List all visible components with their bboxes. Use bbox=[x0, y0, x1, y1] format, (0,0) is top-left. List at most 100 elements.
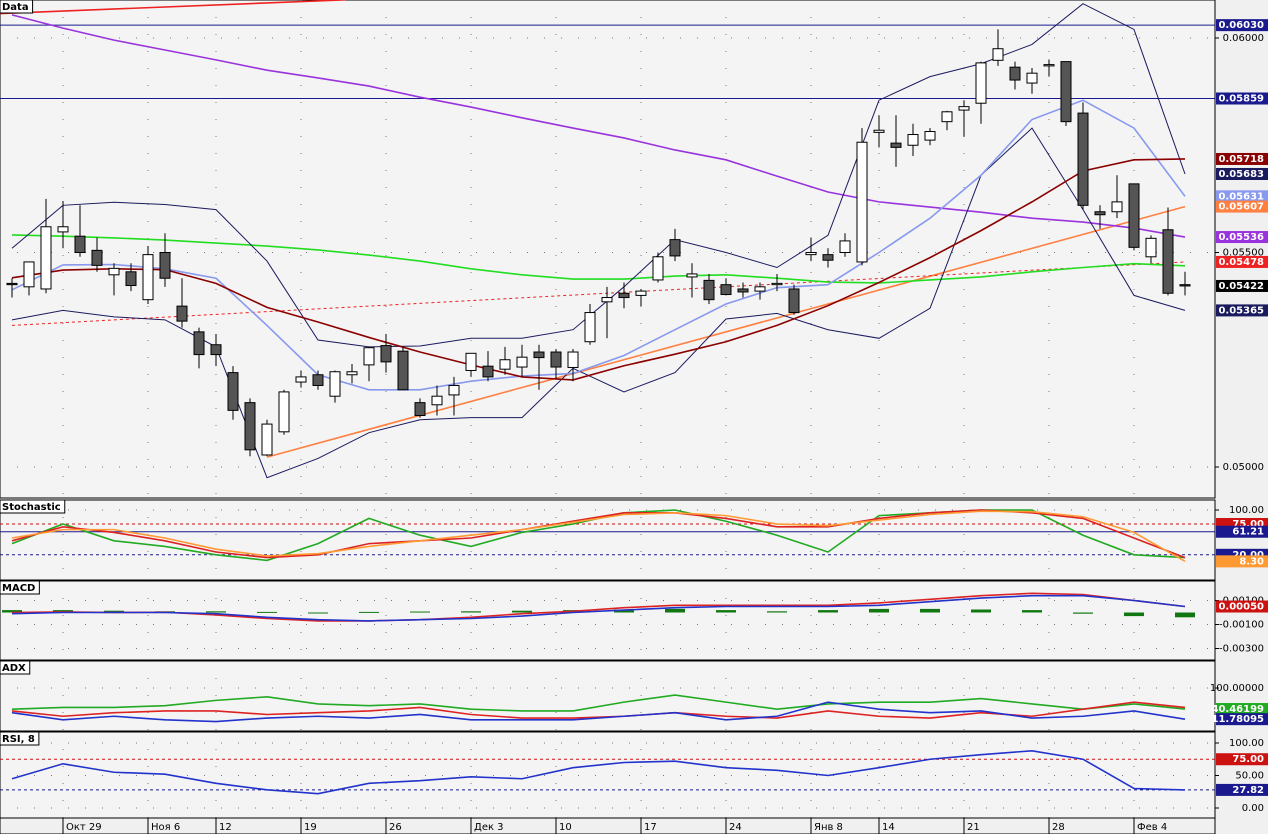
candle-body bbox=[193, 331, 205, 356]
y-tick-label: 50.00 bbox=[1235, 770, 1264, 781]
candle-body bbox=[227, 372, 239, 411]
x-tick-label: 26 bbox=[389, 822, 402, 833]
histogram-bar bbox=[359, 611, 379, 613]
candle-body bbox=[533, 351, 545, 359]
price-marker-label: 0.05422 bbox=[1218, 281, 1264, 292]
candle-body bbox=[975, 62, 987, 104]
x-tick-label: 28 bbox=[1052, 822, 1065, 833]
panel-title: RSI, 8 bbox=[2, 734, 35, 745]
histogram-bar bbox=[410, 611, 430, 613]
series-line bbox=[11, 14, 1186, 238]
candle-body bbox=[108, 267, 120, 276]
histogram-bar bbox=[665, 608, 685, 613]
price-marker bbox=[1216, 152, 1268, 165]
x-tick-label: Ноя 6 bbox=[151, 822, 180, 833]
price-marker bbox=[1216, 19, 1268, 32]
price-marker-label: 0.05683 bbox=[1218, 169, 1264, 180]
candle-body bbox=[414, 402, 426, 417]
price-marker-label: 61.21 bbox=[1232, 527, 1264, 538]
price-marker-label: 75.00 bbox=[1232, 754, 1264, 765]
x-tick-label: Янв 8 bbox=[814, 822, 843, 833]
candle-body bbox=[1060, 61, 1072, 123]
candle-body bbox=[856, 141, 868, 263]
y-tick-label: 0.05500 bbox=[1223, 247, 1264, 258]
candle-body bbox=[958, 106, 970, 111]
candle-body bbox=[329, 371, 341, 397]
x-tick-label: Фев 4 bbox=[1137, 822, 1167, 833]
price-marker-label: 0.00050 bbox=[1218, 602, 1264, 613]
price-marker-label: 0.05607 bbox=[1218, 202, 1264, 213]
price-marker bbox=[1216, 753, 1268, 766]
y-tick-label: -0.00100 bbox=[1219, 620, 1264, 631]
price-marker bbox=[1216, 600, 1268, 613]
candle-body bbox=[40, 226, 52, 290]
candle-body bbox=[754, 286, 766, 292]
price-marker bbox=[1216, 92, 1268, 105]
price-marker bbox=[1216, 713, 1268, 726]
candle-body bbox=[992, 48, 1004, 61]
candle-body bbox=[363, 347, 375, 366]
candle-body bbox=[601, 297, 613, 303]
panel bbox=[0, 660, 1216, 732]
candle-body bbox=[805, 251, 817, 256]
price-marker-label: 27.82 bbox=[1232, 785, 1264, 796]
histogram-bar bbox=[614, 609, 634, 613]
candle-body bbox=[6, 282, 18, 286]
panel-title-box bbox=[0, 0, 34, 14]
x-tick-label: 17 bbox=[644, 822, 657, 833]
histogram-bar bbox=[818, 610, 838, 613]
x-tick-label: 19 bbox=[304, 822, 317, 833]
x-tick-label: Дек 3 bbox=[474, 822, 504, 833]
candle-body bbox=[448, 384, 460, 396]
series-line bbox=[11, 3, 1186, 348]
y-tick-label: -0.00300 bbox=[1219, 644, 1264, 655]
candle-body bbox=[431, 395, 443, 406]
price-marker bbox=[1216, 783, 1268, 796]
histogram-bar bbox=[104, 610, 124, 613]
series-line bbox=[11, 99, 1186, 391]
x-tick-label: 12 bbox=[219, 822, 232, 833]
price-marker-label: 40.46199 bbox=[1211, 704, 1264, 715]
candle-body bbox=[771, 282, 783, 286]
candle-body bbox=[1179, 284, 1191, 287]
price-marker bbox=[1216, 167, 1268, 180]
candle-body bbox=[57, 226, 69, 233]
candle-body bbox=[618, 292, 630, 299]
candle-body bbox=[1128, 183, 1140, 248]
candle-body bbox=[941, 111, 953, 123]
y-tick-label: 100.00 bbox=[1229, 738, 1264, 749]
histogram-bar bbox=[1022, 610, 1042, 613]
candle-body bbox=[346, 371, 358, 376]
x-tick-label: Окт 29 bbox=[66, 822, 102, 833]
candle-body bbox=[1145, 237, 1157, 258]
y-tick-label: 100.00000 bbox=[1210, 683, 1264, 694]
candle-body bbox=[1009, 66, 1021, 81]
histogram-bar bbox=[512, 610, 532, 613]
panel-title-box bbox=[0, 580, 40, 595]
histogram-bar bbox=[461, 611, 481, 613]
histogram-bar bbox=[1073, 612, 1093, 614]
y-tick-label: 100.00 bbox=[1229, 505, 1264, 516]
series-line bbox=[11, 701, 1186, 723]
candle-body bbox=[312, 374, 324, 386]
candle-body bbox=[1043, 64, 1055, 67]
candle-body bbox=[397, 350, 409, 391]
panel-title-box bbox=[0, 660, 31, 675]
price-marker-label: 0.05478 bbox=[1218, 257, 1264, 268]
candle-body bbox=[244, 402, 256, 451]
price-marker-label: 20.00 bbox=[1232, 550, 1264, 561]
price-marker bbox=[1216, 304, 1268, 317]
candle-body bbox=[1162, 229, 1174, 294]
candle-body bbox=[1077, 112, 1089, 206]
price-marker bbox=[1216, 190, 1268, 203]
panel-title-box bbox=[0, 731, 40, 746]
histogram-bar bbox=[767, 611, 787, 613]
candle-body bbox=[924, 131, 936, 141]
candle-body bbox=[873, 129, 885, 133]
candle-body bbox=[176, 305, 188, 322]
price-marker bbox=[1216, 231, 1268, 244]
series-line bbox=[11, 694, 1186, 712]
candle-body bbox=[91, 249, 103, 266]
x-tick-label: 21 bbox=[967, 822, 980, 833]
y-tick-label: 0.06000 bbox=[1223, 33, 1264, 44]
